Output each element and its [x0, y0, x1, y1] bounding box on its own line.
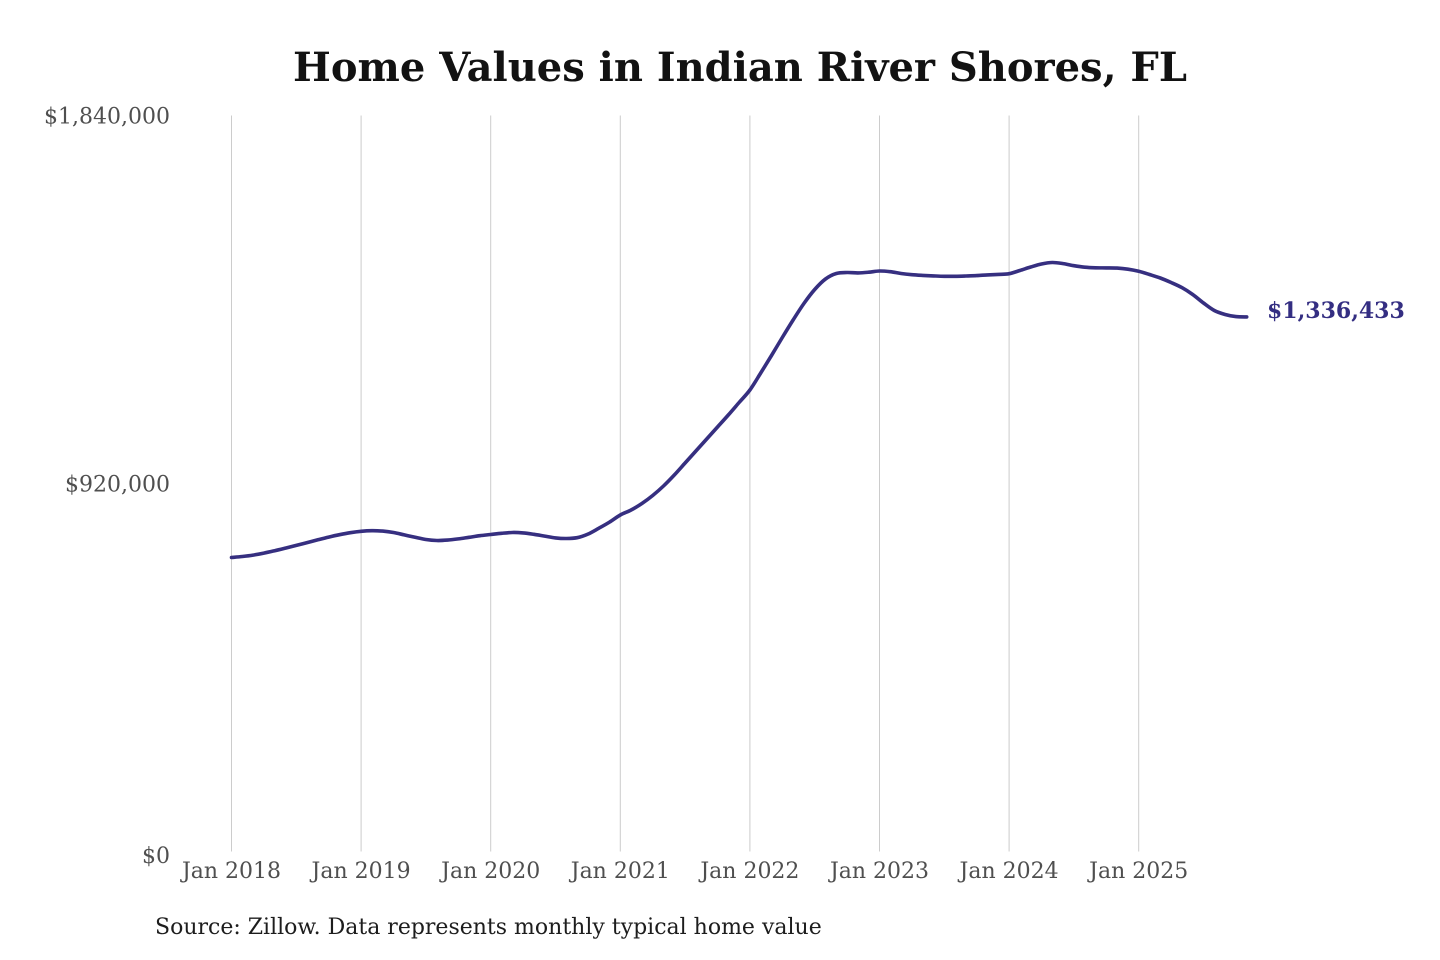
gridlines-group: [231, 115, 1140, 852]
y-tick-label: $1,840,000: [44, 105, 170, 130]
home-value-series-line: [229, 260, 1249, 560]
x-tick-label: Jan 2019: [310, 859, 411, 884]
y-tick-label: $0: [142, 844, 170, 869]
x-tick-label: Jan 2021: [569, 859, 670, 884]
source-note: Source: Zillow. Data represents monthly …: [155, 915, 822, 940]
y-axis-labels-group: $0 $920,000 $1,840,000: [44, 105, 170, 870]
y-tick-label: $920,000: [65, 473, 170, 498]
x-tick-label: Jan 2020: [439, 859, 540, 884]
x-axis-labels-group: Jan 2018 Jan 2019 Jan 2020 Jan 2021 Jan 2022…: [180, 859, 1188, 884]
x-tick-label: Jan 2024: [958, 859, 1059, 884]
x-tick-label: Jan 2025: [1087, 859, 1188, 884]
chart-title: Home Values in Indian River Shores, FL: [293, 44, 1187, 91]
x-tick-label: Jan 2018: [180, 859, 281, 884]
x-tick-label: Jan 2023: [828, 859, 929, 884]
latest-value-label: $1,336,433: [1267, 298, 1405, 324]
x-tick-label: Jan 2022: [698, 859, 799, 884]
